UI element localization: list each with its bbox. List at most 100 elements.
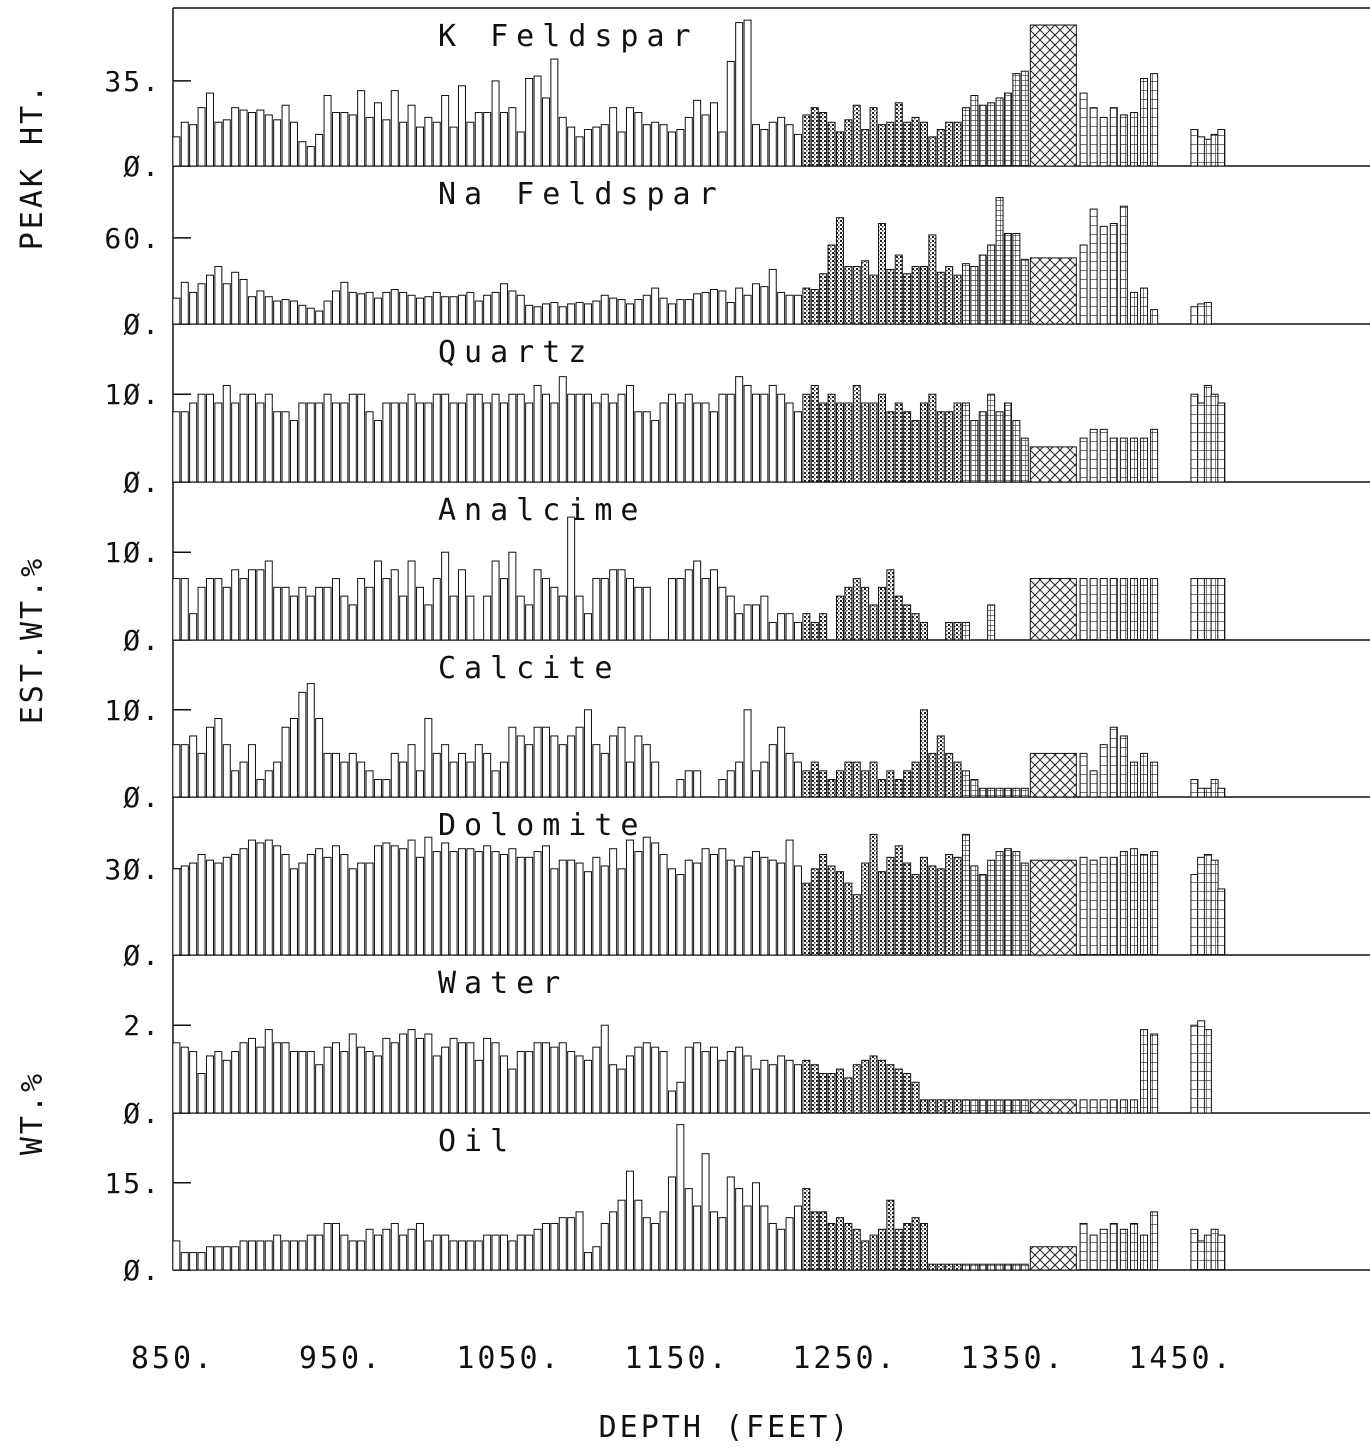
bar	[1079, 578, 1088, 641]
bar	[894, 779, 903, 798]
bar	[785, 124, 794, 167]
bar	[609, 1064, 618, 1114]
bar	[189, 291, 198, 325]
bar	[642, 294, 651, 325]
bar	[886, 569, 895, 641]
bar	[239, 848, 248, 956]
bar	[541, 303, 550, 325]
bar	[256, 1046, 265, 1114]
bar	[466, 761, 475, 798]
bar	[936, 129, 945, 167]
bar	[289, 300, 298, 325]
bar	[709, 102, 718, 167]
bar	[483, 1037, 492, 1114]
bar	[264, 393, 273, 483]
bar	[953, 856, 962, 956]
bar	[1129, 578, 1138, 641]
bar	[491, 393, 500, 483]
bar	[449, 126, 458, 167]
y-tick-label: 2.	[123, 1009, 161, 1042]
bar	[533, 384, 542, 483]
bar	[583, 613, 592, 641]
bar	[357, 761, 366, 798]
bar	[1203, 787, 1212, 798]
bar	[693, 1205, 702, 1271]
bar	[970, 1099, 979, 1114]
bar	[273, 411, 282, 483]
panel-title: Water	[438, 966, 568, 1001]
bar	[852, 266, 861, 325]
bar	[1099, 428, 1108, 483]
bar	[1089, 107, 1098, 167]
bar	[743, 604, 752, 641]
bar	[239, 1042, 248, 1114]
bar	[802, 393, 811, 483]
bar	[592, 856, 601, 956]
bar	[205, 1246, 214, 1271]
bar	[877, 222, 886, 325]
bar	[1099, 225, 1108, 325]
bar	[1029, 24, 1077, 167]
bar	[1129, 1099, 1138, 1114]
bar	[558, 306, 567, 325]
bar	[1129, 112, 1138, 167]
bar	[331, 1042, 340, 1114]
bar	[768, 1064, 777, 1114]
bar	[189, 1051, 198, 1114]
bar	[1119, 735, 1128, 798]
bar	[676, 1081, 685, 1114]
bar	[667, 1090, 676, 1114]
bar	[1129, 848, 1138, 956]
bar	[1217, 578, 1226, 641]
bar	[256, 779, 265, 798]
bar	[239, 393, 248, 483]
bar	[835, 1068, 844, 1114]
bar	[1109, 856, 1118, 956]
bar	[718, 779, 727, 798]
bar	[760, 595, 769, 641]
bar	[205, 726, 214, 798]
bar	[961, 263, 970, 325]
bar	[919, 266, 928, 325]
bar	[172, 411, 181, 483]
x-axis: 850. 950. 1050. 1150. 1250. 1350. 1450. DEPTH (…	[131, 1341, 1231, 1445]
bar	[264, 560, 273, 641]
bar	[466, 595, 475, 641]
bar	[231, 569, 240, 641]
bar	[1150, 1033, 1159, 1114]
bar	[525, 77, 534, 167]
bar	[1150, 761, 1159, 798]
bar	[1012, 787, 1021, 798]
bar	[1079, 752, 1088, 798]
bar	[835, 871, 844, 956]
bar	[491, 770, 500, 798]
bar	[1190, 129, 1199, 167]
bar	[751, 393, 760, 483]
bar	[1020, 258, 1029, 325]
bar	[1089, 1234, 1098, 1271]
bar	[214, 266, 223, 325]
bar	[1197, 856, 1206, 956]
bar	[701, 578, 710, 641]
bar	[180, 865, 189, 956]
y-tick-label: Ø.	[123, 1097, 161, 1130]
bar	[474, 300, 483, 325]
bar	[785, 839, 794, 956]
bar	[802, 114, 811, 167]
bar	[777, 1228, 786, 1271]
bar	[583, 303, 592, 325]
bar	[247, 296, 256, 325]
bar	[1109, 107, 1118, 167]
bar	[785, 1217, 794, 1271]
bar	[508, 107, 517, 167]
bar	[894, 102, 903, 167]
bar	[709, 289, 718, 325]
bar	[903, 121, 912, 167]
bar	[315, 718, 324, 798]
bar	[827, 865, 836, 956]
bar	[919, 621, 928, 641]
bar	[189, 862, 198, 956]
bar	[499, 1234, 508, 1271]
bar	[466, 291, 475, 325]
